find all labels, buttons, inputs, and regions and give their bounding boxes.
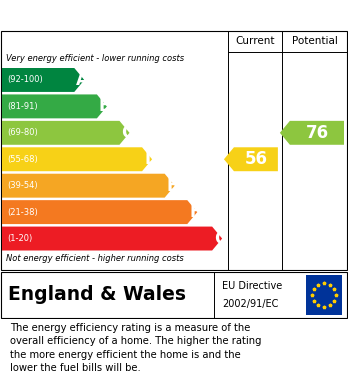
Text: 56: 56	[244, 150, 267, 168]
Text: 76: 76	[306, 124, 329, 142]
Text: B: B	[99, 97, 111, 115]
Text: (21-38): (21-38)	[7, 208, 38, 217]
Text: C: C	[121, 124, 134, 142]
Bar	[306, 275, 342, 315]
Text: (69-80): (69-80)	[7, 128, 38, 137]
Text: England & Wales: England & Wales	[8, 285, 186, 305]
Text: Potential: Potential	[292, 36, 337, 46]
Polygon shape	[2, 121, 129, 145]
Text: F: F	[189, 203, 201, 221]
Text: Current: Current	[235, 36, 275, 46]
Text: Very energy efficient - lower running costs: Very energy efficient - lower running co…	[6, 54, 184, 63]
Text: A: A	[76, 71, 89, 89]
Text: Energy Efficiency Rating: Energy Efficiency Rating	[69, 7, 279, 23]
Polygon shape	[2, 200, 197, 224]
Text: D: D	[144, 150, 158, 168]
Text: (92-100): (92-100)	[7, 75, 43, 84]
Text: G: G	[214, 230, 228, 248]
Text: (39-54): (39-54)	[7, 181, 38, 190]
Polygon shape	[2, 174, 175, 197]
Polygon shape	[2, 95, 107, 118]
Polygon shape	[224, 147, 278, 171]
Text: (1-20): (1-20)	[7, 234, 32, 243]
Text: E: E	[167, 177, 178, 195]
Polygon shape	[2, 147, 152, 171]
Text: (55-68): (55-68)	[7, 155, 38, 164]
Text: (81-91): (81-91)	[7, 102, 38, 111]
Polygon shape	[2, 226, 222, 251]
Text: 2002/91/EC: 2002/91/EC	[222, 299, 278, 308]
Text: Not energy efficient - higher running costs: Not energy efficient - higher running co…	[6, 254, 184, 263]
Polygon shape	[280, 121, 344, 145]
Text: EU Directive: EU Directive	[222, 282, 282, 291]
Polygon shape	[2, 68, 84, 92]
Text: The energy efficiency rating is a measure of the
overall efficiency of a home. T: The energy efficiency rating is a measur…	[10, 323, 262, 373]
